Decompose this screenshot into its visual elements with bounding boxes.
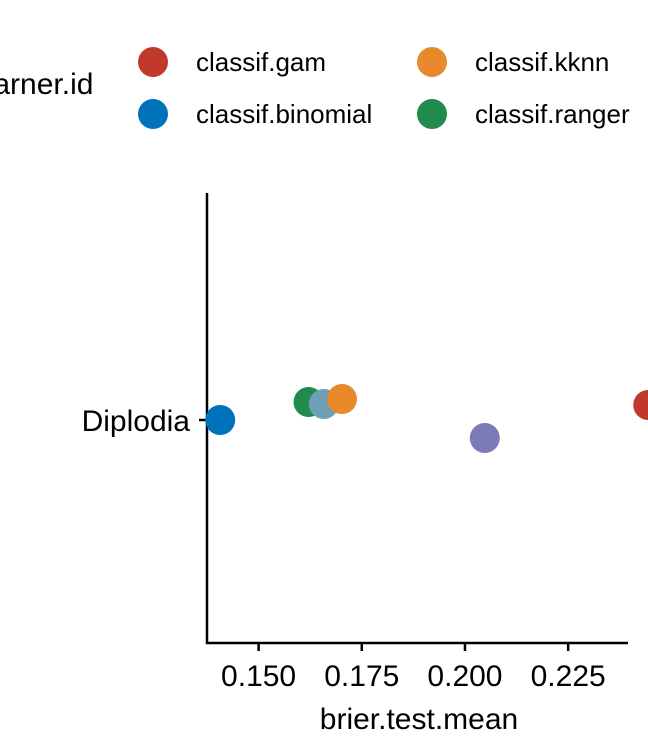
legend-swatch — [417, 99, 447, 129]
legend-swatch — [417, 47, 447, 77]
x-tick-label: 0.225 — [531, 660, 606, 693]
legend-item-kknn: classif.kknn — [417, 42, 609, 82]
x-axis-title: brier.test.mean — [320, 703, 518, 736]
legend-label: classif.binomial — [196, 98, 373, 129]
x-tick-label: 0.200 — [427, 660, 502, 693]
x-tick-label: 0.175 — [324, 660, 399, 693]
data-point — [326, 384, 357, 414]
legend-label: classif.ranger — [475, 98, 630, 129]
legend-label: classif.kknn — [475, 46, 610, 77]
data-point — [205, 405, 236, 435]
legend-swatch — [138, 47, 168, 77]
data-points — [205, 384, 648, 453]
legend-label: classif.gam — [196, 46, 327, 77]
legend-item-binomial: classif.binomial — [138, 94, 372, 134]
legend-item-gam: classif.gam — [138, 42, 326, 82]
legend-item-ranger: classif.ranger — [417, 94, 630, 134]
legend-title: learner.id — [0, 68, 94, 101]
x-ticks: 0.150 0.175 0.200 0.225 — [221, 643, 606, 693]
data-point — [633, 390, 648, 420]
x-tick-label: 0.150 — [221, 660, 296, 693]
y-tick-label: Diplodia — [82, 405, 191, 438]
data-point — [469, 423, 500, 453]
legend-swatch — [138, 99, 168, 129]
